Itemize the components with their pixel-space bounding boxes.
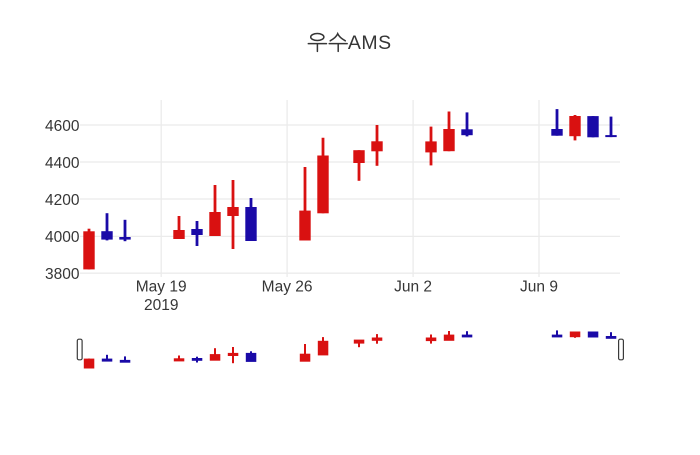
svg-text:3800: 3800 xyxy=(45,266,80,283)
svg-text:May 26: May 26 xyxy=(262,279,313,296)
svg-text:Jun 2: Jun 2 xyxy=(394,279,432,296)
svg-text:4400: 4400 xyxy=(45,155,80,172)
svg-text:2019: 2019 xyxy=(144,297,178,314)
svg-text:4600: 4600 xyxy=(45,118,80,135)
svg-text:AMS: AMS xyxy=(348,32,392,54)
svg-text:4000: 4000 xyxy=(45,229,80,246)
svg-text:4200: 4200 xyxy=(45,192,80,209)
svg-text:Jun 9: Jun 9 xyxy=(520,279,558,296)
svg-text:May 19: May 19 xyxy=(136,279,187,296)
